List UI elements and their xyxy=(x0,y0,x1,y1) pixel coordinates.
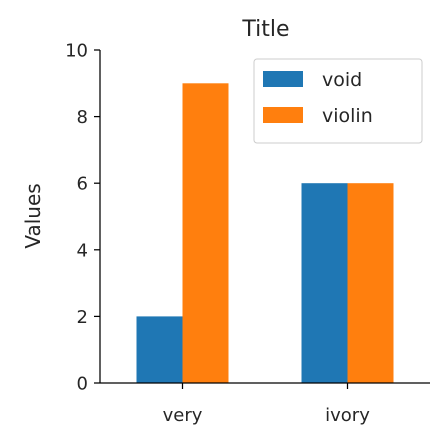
chart-title: Title xyxy=(241,17,289,42)
y-tick-label-2: 2 xyxy=(77,307,88,328)
x-tick-label-ivory: ivory xyxy=(325,405,370,426)
bars-group xyxy=(136,83,394,384)
y-tick-label-6: 6 xyxy=(77,174,88,195)
legend-swatch-violin xyxy=(263,107,303,123)
bar-violin-ivory xyxy=(347,183,394,383)
legend-swatch-void xyxy=(263,71,303,87)
bar-void-very xyxy=(136,316,183,383)
axes-group: very ivory 0 2 4 6 8 10 xyxy=(65,41,430,426)
y-tick-label-0: 0 xyxy=(77,374,88,395)
y-tick-label-4: 4 xyxy=(77,240,88,261)
bar-void-ivory xyxy=(301,183,348,383)
legend: void violin xyxy=(253,58,423,144)
legend-label-void: void xyxy=(322,69,362,91)
x-tick-label-very: very xyxy=(163,405,203,426)
y-tick-label-10: 10 xyxy=(65,41,88,62)
y-axis-label: Values xyxy=(21,183,45,248)
y-tick-label-8: 8 xyxy=(77,107,88,128)
legend-label-violin: violin xyxy=(322,105,373,127)
bar-violin-very xyxy=(182,83,229,384)
